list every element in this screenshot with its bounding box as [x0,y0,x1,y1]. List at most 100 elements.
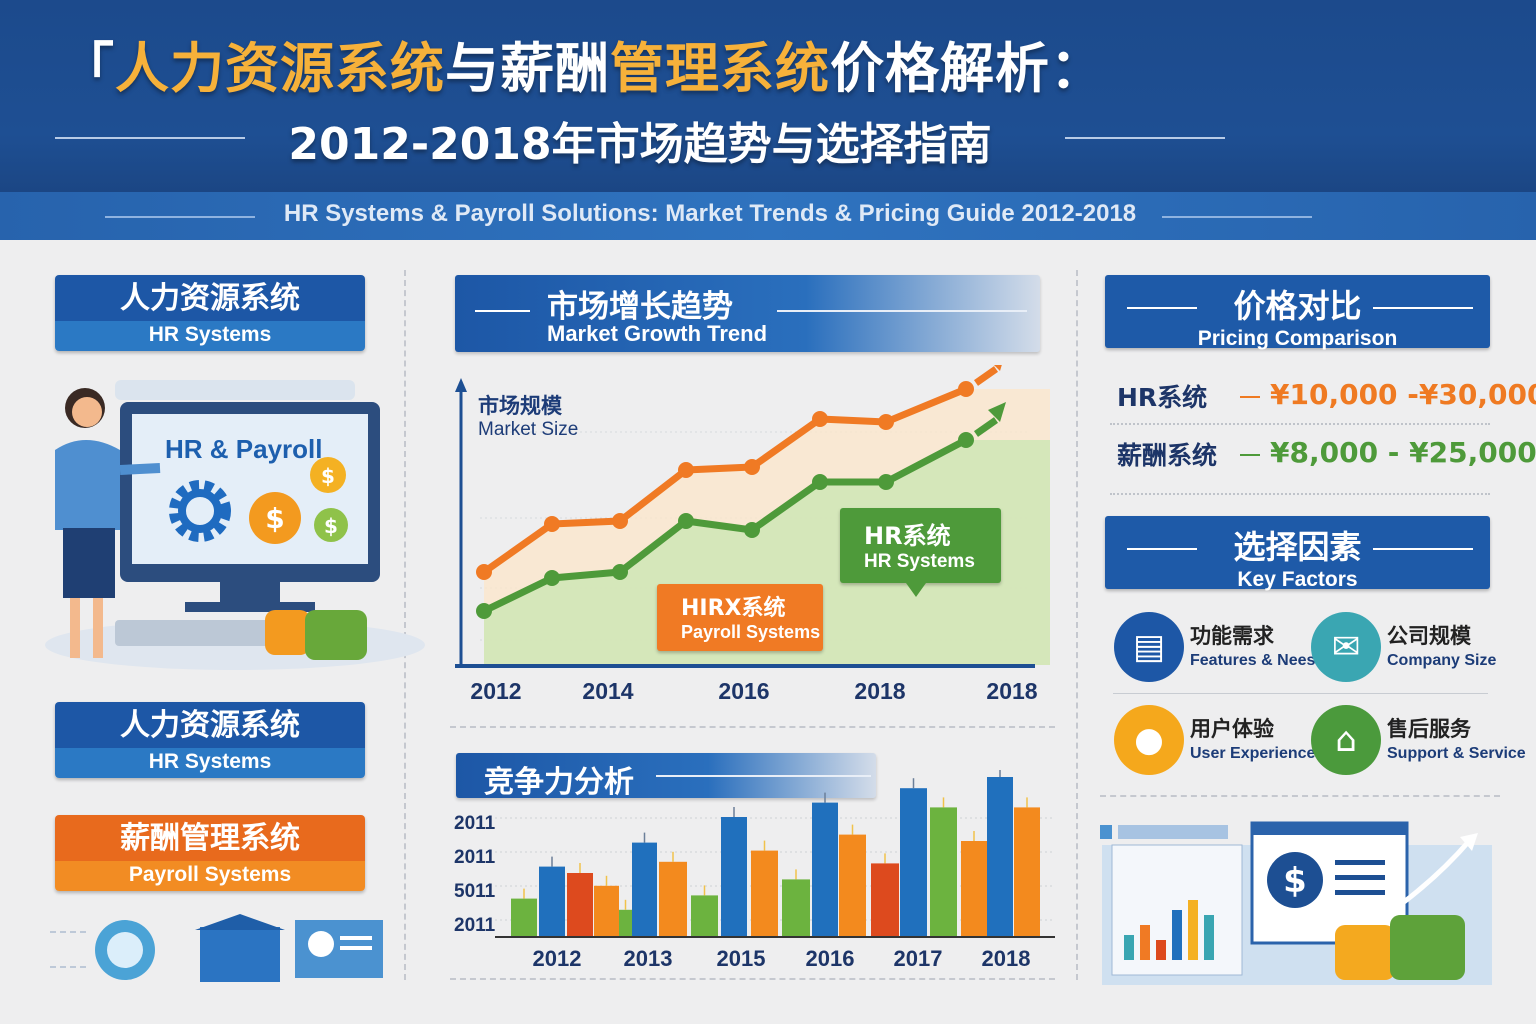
bar [782,879,810,937]
bar [751,850,778,937]
english-subtitle: HR Systems & Payroll Solutions: Market T… [283,200,1137,227]
factor-item: ✉ 公司规模 Company Size [1311,612,1511,684]
factor-title: 售后服务 [1387,717,1471,741]
pricing-header: 价格对比 Pricing Comparison [1105,275,1490,350]
divider [1162,216,1312,218]
dollar-icon: $ [1267,852,1323,908]
data-point [612,513,628,529]
payroll-systems-label: HIRX系统 Payroll Systems [657,584,823,651]
data-point [678,462,694,478]
x-tick-label: 2017 [894,946,943,971]
box-title: 人力资源系统 [55,702,365,748]
x-tick-label: 2016 [718,678,769,704]
bar [721,817,747,937]
divider [1110,493,1490,495]
x-tick-label: 2014 [582,678,633,704]
building-icon [195,914,285,982]
y-axis-label: 市场规模 [478,394,562,418]
legend-en: HR Systems [864,551,975,572]
box-subtitle: HR Systems [55,321,365,351]
gear-icon [169,480,231,542]
column-divider [404,270,406,980]
callout-pointer [906,583,926,597]
data-point [878,414,894,430]
data-point [744,522,760,538]
phone-icon [95,920,155,980]
section-title: 竞争力分析 [484,765,634,800]
factor-item: ⌂ 售后服务 Support & Service [1311,705,1526,777]
factor-item: ● 用户体验 User Experience [1114,705,1315,777]
data-point [958,381,974,397]
bar [900,788,927,937]
box-subtitle: Payroll Systems [55,861,365,891]
dash [1240,454,1260,456]
data-point [812,411,828,427]
factor-subtitle: Support & Service [1387,745,1526,762]
bar [987,777,1013,937]
dash [1240,396,1260,398]
y-tick-label: 5011 [454,881,496,902]
arrow-head [994,365,1002,371]
header-banner [0,0,1536,192]
data-point [476,564,492,580]
legend-cn: HIRX系统 [681,596,786,621]
factor-title: 功能需求 [1190,624,1274,648]
hr-systems-box: 人力资源系统 HR Systems [55,275,365,351]
bar [619,909,632,937]
key-factors-header: 选择因素 Key Factors [1105,516,1490,591]
market-growth-header: 市场增长趋势 Market Growth Trend [455,275,1040,352]
x-tick-label: 2012 [470,678,521,704]
person-icon [55,388,161,658]
box-subtitle: HR Systems [55,748,365,778]
finance-illustration: $ [1100,821,1492,985]
bar [961,841,987,937]
svg-text:$: $ [1283,861,1307,901]
y-tick-label: 2011 [454,915,496,936]
axis-arrow [455,378,467,392]
hr-systems-label: HR系统 HR Systems [840,508,1001,583]
pricing-row-name: HR系统 [1117,383,1208,412]
invoice-icon [295,920,383,978]
bar [539,866,565,937]
factor-item: ▤ 功能需求 Features & Nees [1114,612,1316,684]
data-point [744,459,760,475]
section-subtitle: Pricing Comparison [1197,327,1398,350]
divider [1100,795,1500,797]
bar [632,842,657,937]
x-tick-label: 2013 [624,946,673,971]
data-point [812,474,828,490]
column-divider [1076,270,1078,980]
factor-subtitle: Features & Nees [1190,652,1316,669]
document-icon: ▤ [1114,612,1184,682]
trend-arrow [973,366,999,386]
section-title: 市场增长趋势 [547,289,733,325]
page-title: 「人力资源系统与薪酬管理系统价格解析： [60,37,1105,100]
bar [567,873,593,937]
data-point [544,570,560,586]
briefcase-icon: ✉ [1311,612,1381,682]
support-icon: ⌂ [1311,705,1381,775]
payroll-systems-box: 薪酬管理系统 Payroll Systems [55,815,365,891]
box-title: 薪酬管理系统 [55,815,365,861]
x-tick-label: 2018 [986,678,1037,704]
divider [1110,423,1490,425]
divider [450,726,1055,728]
coins-icon [1335,915,1465,980]
dollar-icon: $ [249,492,301,544]
data-point [678,513,694,529]
bar [594,885,619,937]
y-axis-label-en: Market Size [478,419,579,440]
divider [1065,137,1225,139]
y-tick-label: 2011 [454,813,496,834]
coins-icon [265,610,367,660]
x-tick-label: 2012 [533,946,582,971]
arrow-head [988,402,1006,422]
pricing-range: ¥8,000 - ¥25,000 [1270,436,1536,469]
y-tick-label: 2011 [454,847,496,868]
trend-arrow-icon [1398,833,1478,907]
x-tick-label: 2018 [854,678,905,704]
dollar-icon: $ [314,508,348,542]
data-point [958,432,974,448]
dollar-icon: $ [310,457,346,493]
divider [1113,693,1488,694]
